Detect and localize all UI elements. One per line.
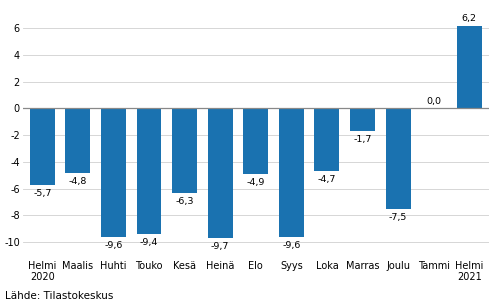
Text: -9,6: -9,6 bbox=[282, 241, 301, 250]
Bar bbox=[208, 109, 233, 238]
Text: 6,2: 6,2 bbox=[462, 14, 477, 23]
Bar bbox=[279, 109, 304, 237]
Text: -5,7: -5,7 bbox=[33, 188, 51, 198]
Text: Lähde: Tilastokeskus: Lähde: Tilastokeskus bbox=[5, 291, 113, 301]
Text: -7,5: -7,5 bbox=[389, 212, 407, 222]
Bar bbox=[244, 109, 268, 174]
Bar bbox=[315, 109, 339, 171]
Bar bbox=[137, 109, 162, 234]
Bar bbox=[66, 109, 90, 172]
Bar bbox=[30, 109, 55, 185]
Bar bbox=[386, 109, 411, 209]
Text: -9,4: -9,4 bbox=[140, 238, 158, 247]
Text: -4,9: -4,9 bbox=[246, 178, 265, 187]
Text: -4,8: -4,8 bbox=[69, 177, 87, 185]
Text: -1,7: -1,7 bbox=[353, 135, 372, 144]
Bar bbox=[457, 26, 482, 109]
Text: 0,0: 0,0 bbox=[426, 97, 441, 106]
Text: -4,7: -4,7 bbox=[318, 175, 336, 184]
Bar bbox=[172, 109, 197, 192]
Bar bbox=[350, 109, 375, 131]
Text: -9,6: -9,6 bbox=[104, 241, 123, 250]
Bar bbox=[101, 109, 126, 237]
Text: -9,7: -9,7 bbox=[211, 242, 229, 251]
Text: -6,3: -6,3 bbox=[176, 197, 194, 206]
